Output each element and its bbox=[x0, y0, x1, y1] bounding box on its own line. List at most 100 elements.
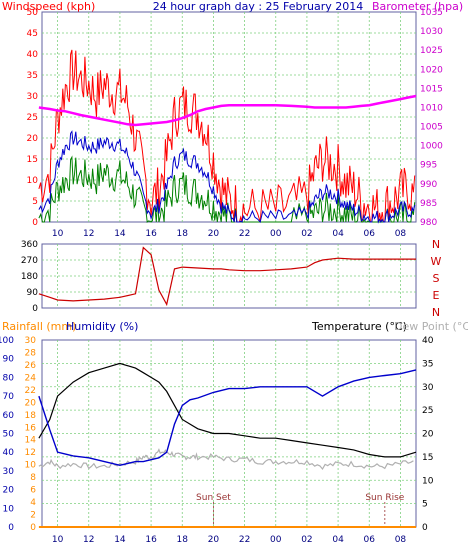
x-tick-label: 04 bbox=[332, 535, 344, 545]
temp-tick-label: 5 bbox=[422, 500, 428, 510]
humidity-tick-label: 40 bbox=[3, 448, 15, 458]
y-tick-label: 360 bbox=[21, 240, 38, 250]
series-humidity bbox=[38, 369, 417, 467]
temp-tick-label: 15 bbox=[422, 453, 433, 463]
x-tick-label: 18 bbox=[177, 229, 189, 239]
temp-tick-label: 35 bbox=[422, 359, 433, 369]
sun-annotation: Sun Set bbox=[196, 493, 231, 503]
y-tick-label: 1005 bbox=[420, 123, 443, 133]
plot-frame bbox=[41, 243, 417, 309]
series-average bbox=[38, 130, 416, 224]
chart-title: 24 hour graph day : 25 February 2014 bbox=[153, 0, 364, 13]
rain-tick-label: 12 bbox=[25, 448, 36, 458]
y-tick-label: 1010 bbox=[420, 103, 443, 113]
rainfall-axis-label: Rainfall (mm) bbox=[2, 320, 76, 333]
humidity-tick-label: 50 bbox=[3, 430, 15, 440]
x-tick-label: 10 bbox=[52, 229, 64, 239]
compass-label: E bbox=[433, 289, 440, 302]
y-tick-label: 180 bbox=[21, 272, 38, 282]
barometer-axis-label: Barometer (hpa) bbox=[372, 0, 463, 13]
y-tick-label: 270 bbox=[21, 256, 38, 266]
series-barometer bbox=[38, 94, 417, 127]
sun-annotation: Sun Rise bbox=[365, 493, 404, 503]
x-tick-label: 12 bbox=[83, 229, 94, 239]
y-tick-label: 1030 bbox=[420, 27, 443, 37]
y-tick-label: 40 bbox=[27, 50, 39, 60]
y-tick-label: 10 bbox=[27, 176, 39, 186]
y-tick-label: 1025 bbox=[420, 46, 443, 56]
x-tick-label: 06 bbox=[364, 535, 376, 545]
y-tick-label: 5 bbox=[32, 197, 38, 207]
series-gust bbox=[38, 49, 416, 223]
x-tick-label: 10 bbox=[52, 535, 64, 545]
x-tick-label: 16 bbox=[145, 535, 157, 545]
wind-axis-label: Windspeed (kph) bbox=[2, 0, 95, 13]
compass-label: N bbox=[432, 306, 440, 319]
rain-tick-label: 26 bbox=[25, 361, 37, 371]
compass-label: W bbox=[431, 255, 442, 268]
rain-tick-label: 16 bbox=[25, 423, 37, 433]
rain-tick-label: 0 bbox=[30, 523, 36, 533]
x-tick-label: 00 bbox=[270, 535, 282, 545]
rain-tick-label: 20 bbox=[25, 398, 37, 408]
humidity-tick-label: 90 bbox=[3, 355, 15, 365]
temperature-axis-label: Temperature (°C) bbox=[311, 320, 407, 333]
y-tick-label: 990 bbox=[420, 180, 437, 190]
humidity-axis-label: Humidity (%) bbox=[66, 320, 138, 333]
y-tick-label: 20 bbox=[27, 134, 39, 144]
humidity-tick-label: 30 bbox=[3, 467, 15, 477]
x-tick-label: 08 bbox=[395, 535, 407, 545]
humidity-tick-label: 100 bbox=[0, 336, 14, 346]
rain-tick-label: 4 bbox=[30, 498, 36, 508]
y-tick-label: 1015 bbox=[420, 84, 443, 94]
x-tick-label: 20 bbox=[208, 535, 220, 545]
temp-humidity-panel: 0102030405060708090100024681012141618202… bbox=[0, 336, 434, 545]
temp-tick-label: 25 bbox=[422, 406, 433, 416]
humidity-tick-label: 70 bbox=[3, 392, 15, 402]
x-tick-label: 18 bbox=[177, 535, 189, 545]
x-tick-label: 06 bbox=[364, 229, 376, 239]
x-tick-label: 04 bbox=[332, 229, 344, 239]
series-direction bbox=[38, 246, 416, 307]
y-tick-label: 0 bbox=[32, 218, 38, 228]
temp-tick-label: 0 bbox=[422, 523, 428, 533]
x-tick-label: 14 bbox=[114, 535, 126, 545]
temp-tick-label: 30 bbox=[422, 383, 434, 393]
wind-barometer-panel: 0510152025303540455098098599099510001005… bbox=[27, 8, 444, 239]
rain-tick-label: 28 bbox=[25, 348, 37, 358]
y-tick-label: 35 bbox=[27, 71, 38, 81]
rain-tick-label: 6 bbox=[30, 486, 36, 496]
dewpoint-axis-label: Dew Point (°C) bbox=[394, 320, 468, 333]
humidity-tick-label: 10 bbox=[3, 504, 15, 514]
y-tick-label: 15 bbox=[27, 155, 38, 165]
x-tick-label: 02 bbox=[301, 535, 312, 545]
rain-tick-label: 30 bbox=[25, 336, 37, 346]
y-tick-label: 1020 bbox=[420, 65, 443, 75]
y-tick-label: 30 bbox=[27, 92, 39, 102]
rain-tick-label: 24 bbox=[25, 373, 37, 383]
x-tick-label: 22 bbox=[239, 535, 250, 545]
humidity-tick-label: 80 bbox=[3, 373, 15, 383]
series-speed bbox=[38, 155, 416, 224]
temp-tick-label: 40 bbox=[422, 336, 434, 346]
x-tick-label: 02 bbox=[301, 229, 312, 239]
compass-label: S bbox=[433, 272, 440, 285]
x-tick-label: 00 bbox=[270, 229, 282, 239]
rain-tick-label: 10 bbox=[25, 461, 37, 471]
x-tick-label: 22 bbox=[239, 229, 250, 239]
y-tick-label: 0 bbox=[32, 304, 38, 314]
series-temperature bbox=[38, 362, 417, 458]
y-tick-label: 25 bbox=[27, 113, 38, 123]
rain-tick-label: 18 bbox=[25, 411, 37, 421]
rain-tick-label: 8 bbox=[30, 473, 36, 483]
series-dewpoint bbox=[38, 448, 414, 471]
y-tick-label: 980 bbox=[420, 218, 437, 228]
y-tick-label: 985 bbox=[420, 199, 437, 209]
temp-tick-label: 20 bbox=[422, 430, 434, 440]
x-tick-label: 20 bbox=[208, 229, 220, 239]
x-tick-label: 08 bbox=[395, 229, 407, 239]
y-tick-label: 995 bbox=[420, 161, 437, 171]
x-tick-label: 16 bbox=[145, 229, 157, 239]
rain-tick-label: 2 bbox=[30, 511, 36, 521]
humidity-tick-label: 20 bbox=[3, 486, 15, 496]
